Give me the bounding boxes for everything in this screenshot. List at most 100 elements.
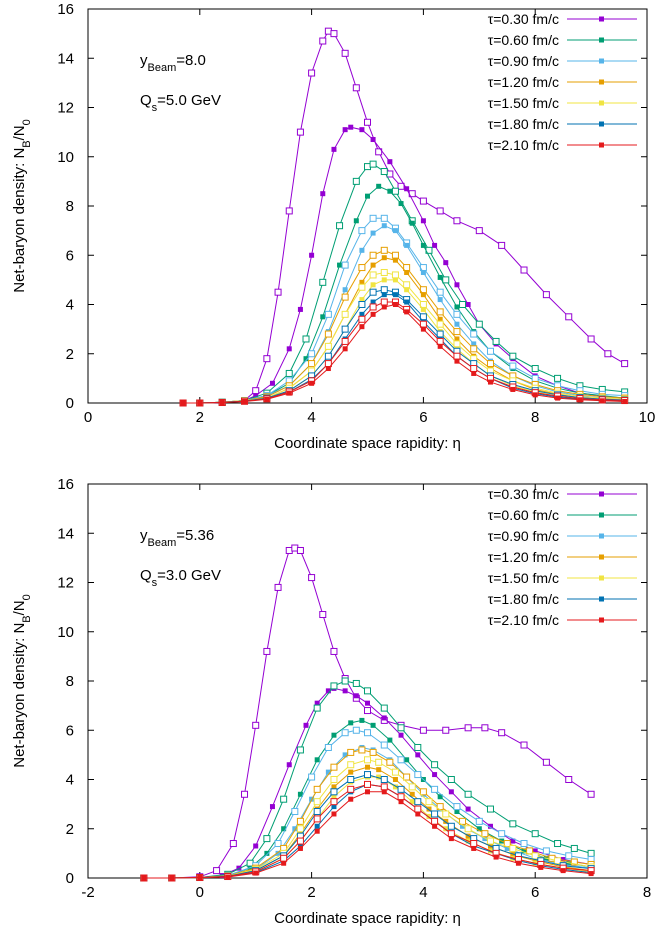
data-point-hollow — [453, 310, 461, 318]
data-point-hollow — [341, 325, 349, 333]
series-line-hollow — [143, 759, 592, 879]
series-4 — [179, 246, 629, 407]
data-point-filled — [219, 400, 225, 406]
x-axis-label: Coordinate space rapidity: η — [274, 435, 461, 452]
data-point-hollow — [380, 286, 388, 294]
data-point-hollow — [252, 387, 260, 395]
legend-marker — [599, 142, 604, 148]
data-point-filled — [560, 857, 566, 863]
data-point-hollow — [453, 803, 461, 811]
data-point-filled — [370, 230, 376, 236]
data-point-filled — [487, 379, 493, 385]
data-point-hollow — [498, 729, 506, 737]
data-point-filled — [359, 717, 365, 723]
x-tick-label: 10 — [639, 409, 656, 426]
data-point-hollow — [470, 345, 478, 353]
data-point-hollow — [470, 330, 478, 338]
data-point-filled — [342, 752, 348, 758]
series-line-hollow — [143, 774, 592, 879]
data-point-filled — [465, 806, 471, 812]
data-point-hollow — [364, 780, 371, 788]
data-point-hollow — [464, 825, 472, 833]
data-point-filled — [465, 833, 471, 839]
data-point-filled — [420, 218, 426, 224]
data-point-hollow — [442, 276, 450, 284]
y-tick-label: 6 — [66, 722, 74, 739]
data-point-hollow — [358, 264, 366, 272]
legend-label: τ=1.20 fm/c — [488, 74, 559, 90]
data-point-filled — [331, 794, 337, 800]
data-point-filled — [454, 336, 460, 342]
data-point-hollow — [475, 817, 483, 825]
data-point-filled — [331, 804, 337, 810]
data-point-hollow — [587, 335, 595, 343]
data-point-hollow — [397, 785, 405, 793]
data-point-filled — [387, 737, 393, 743]
data-point-hollow — [302, 335, 310, 343]
data-point-filled — [370, 262, 376, 268]
data-point-filled — [286, 390, 292, 396]
data-point-hollow — [280, 854, 288, 862]
data-point-filled — [264, 850, 270, 856]
data-point-filled — [420, 326, 426, 332]
annotation-ybeam: yBeam=5.36 — [140, 527, 214, 549]
data-point-hollow — [263, 355, 271, 363]
data-point-filled — [404, 242, 410, 248]
data-point-hollow — [324, 310, 332, 318]
legend-marker — [599, 596, 604, 602]
data-point-hollow — [319, 611, 327, 619]
data-point-filled — [432, 823, 438, 829]
data-point-hollow — [308, 773, 316, 781]
data-point-hollow — [308, 574, 316, 582]
data-point-filled — [292, 826, 298, 832]
legend-marker — [599, 100, 604, 106]
data-point-hollow — [274, 583, 282, 591]
x-tick-label: 0 — [84, 409, 92, 426]
data-point-filled — [370, 722, 376, 728]
data-point-hollow — [554, 857, 562, 865]
data-point-hollow — [492, 337, 500, 345]
data-point-hollow — [280, 795, 288, 803]
series-line-filled — [183, 126, 625, 404]
data-point-filled — [370, 311, 376, 317]
data-point-hollow — [285, 369, 293, 377]
data-point-filled — [515, 860, 521, 866]
data-point-filled — [381, 277, 387, 283]
data-point-hollow — [330, 647, 338, 655]
data-point-filled — [225, 874, 231, 880]
data-point-hollow — [347, 761, 355, 769]
data-point-hollow — [358, 315, 366, 323]
data-point-hollow — [391, 768, 399, 776]
data-point-filled — [359, 279, 365, 285]
data-point-hollow — [308, 360, 316, 368]
annotation-ybeam: yBeam=8.0 — [140, 52, 206, 74]
data-point-filled — [476, 826, 482, 832]
data-point-filled — [197, 400, 203, 406]
data-point-filled — [197, 875, 203, 881]
data-point-hollow — [319, 37, 327, 45]
data-point-hollow — [369, 251, 377, 259]
x-tick-label: 8 — [643, 884, 651, 901]
data-point-hollow — [324, 352, 332, 360]
y-tick-label: 14 — [57, 525, 74, 542]
legend-label: τ=2.10 fm/c — [488, 137, 559, 153]
data-point-hollow — [252, 721, 260, 729]
data-point-filled — [348, 769, 354, 775]
data-point-hollow — [308, 350, 316, 358]
legend-label: τ=1.80 fm/c — [488, 116, 559, 132]
data-point-filled — [381, 715, 387, 721]
legend-marker — [599, 512, 604, 518]
data-point-filled — [253, 843, 259, 849]
data-point-filled — [392, 302, 398, 307]
data-point-filled — [404, 186, 410, 192]
legend: τ=0.30 fm/c τ=0.60 fm/c τ=0.90 fm/c τ=1.20 … — [488, 486, 637, 628]
data-point-filled — [359, 311, 365, 317]
legend-marker — [599, 575, 604, 581]
data-point-hollow — [403, 281, 411, 289]
data-point-hollow — [352, 84, 360, 92]
data-point-filled — [437, 343, 443, 349]
x-tick-label: 6 — [531, 884, 539, 901]
data-point-hollow — [604, 350, 612, 358]
data-point-filled — [404, 287, 410, 293]
